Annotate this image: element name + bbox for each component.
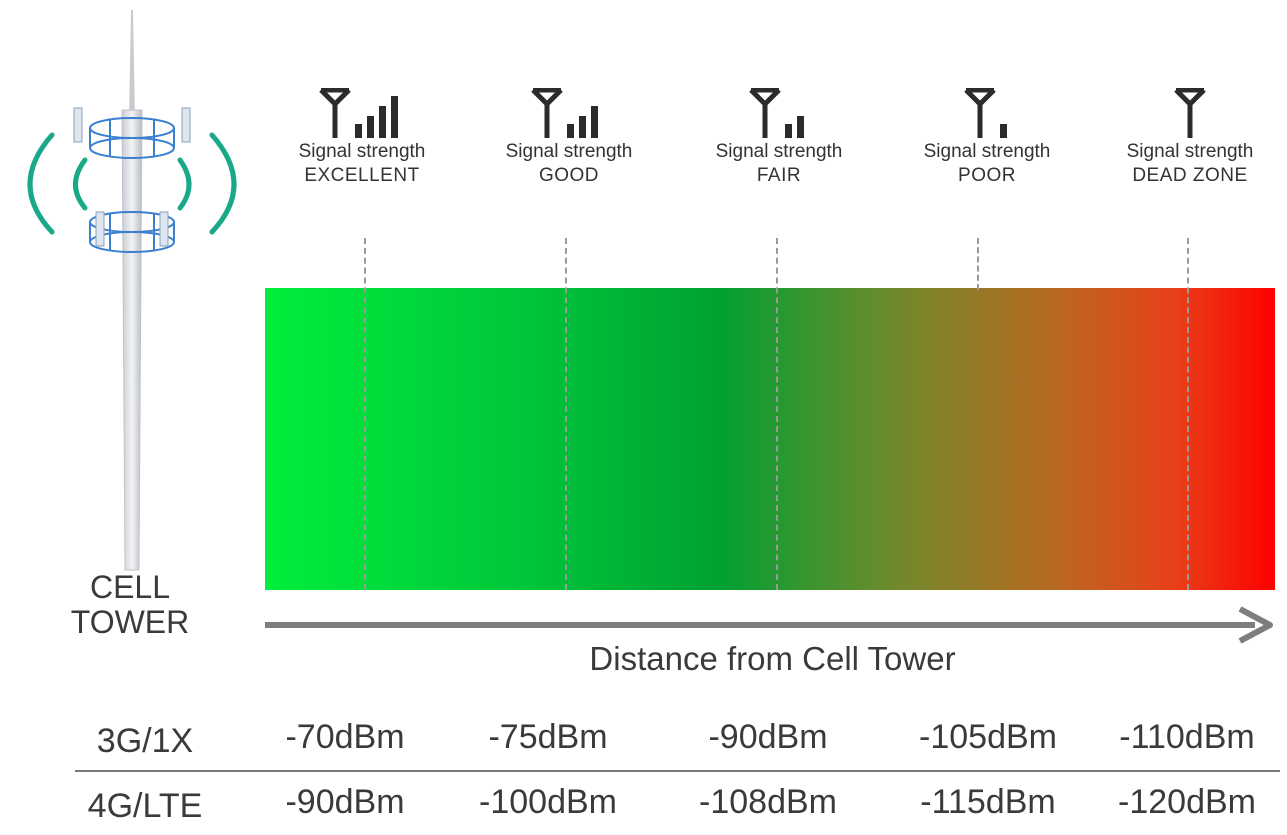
signal-level-excellent: Signal strength EXCELLENT [267, 88, 457, 188]
axis-title: Distance from Cell Tower [589, 640, 956, 677]
signal-level-label: POOR [958, 165, 1016, 186]
tower-label-line2: TOWER [70, 604, 190, 640]
signal-level-fair: Signal strength FAIR [684, 88, 874, 188]
signal-caption: Signal strength [505, 141, 633, 162]
guide-line-fair [776, 238, 778, 590]
signal-caption: Signal strength [923, 141, 1051, 162]
signal-level-good: Signal strength GOOD [474, 88, 664, 188]
row-label-4g: 4G/LTE [87, 787, 203, 825]
distance-arrow-icon [265, 606, 1273, 644]
table-cell: -90dBm [285, 783, 405, 821]
table-cell: -70dBm [285, 718, 405, 756]
guide-line-poor [977, 238, 979, 290]
table-divider [75, 770, 1280, 772]
guide-line-dead-zone [1187, 238, 1189, 590]
cell-tower-illustration [27, 10, 237, 571]
signal-strength-gradient-band [265, 288, 1275, 590]
radio-waves-icon [27, 132, 237, 235]
tower-label-line1: CELL [89, 569, 171, 605]
signal-level-poor: Signal strength POOR [892, 88, 1082, 188]
table-cell: -105dBm [919, 718, 1057, 756]
signal-level-label: EXCELLENT [304, 165, 420, 186]
guide-line-excellent [364, 238, 366, 590]
signal-caption: Signal strength [715, 141, 843, 162]
table-cell: -120dBm [1118, 783, 1256, 821]
signal-3-bars-icon [531, 88, 598, 138]
signal-caption: Signal strength [1126, 141, 1254, 162]
signal-1-bar-icon [964, 88, 1007, 138]
signal-2-bars-icon [749, 88, 804, 138]
antenna-rack-lower [89, 211, 175, 253]
table-cell: -110dBm [1119, 718, 1255, 756]
table-cell: -115dBm [920, 783, 1056, 821]
table-cell: -90dBm [708, 718, 828, 756]
signal-level-label: FAIR [756, 165, 802, 186]
signal-level-label: DEAD ZONE [1132, 165, 1248, 186]
signal-level-dead-zone: Signal strength DEAD ZONE [1095, 88, 1285, 188]
row-label-3g: 3G/1X [96, 722, 194, 760]
guide-line-good [565, 238, 567, 590]
signal-4-bars-icon [319, 88, 398, 138]
antenna-rack-upper [73, 107, 191, 159]
table-cell: -108dBm [699, 783, 837, 821]
table-cell: -100dBm [479, 783, 617, 821]
table-cell: -75dBm [488, 718, 608, 756]
signal-0-bars-icon [1174, 88, 1206, 138]
signal-caption: Signal strength [298, 141, 426, 162]
signal-level-label: GOOD [538, 165, 600, 186]
